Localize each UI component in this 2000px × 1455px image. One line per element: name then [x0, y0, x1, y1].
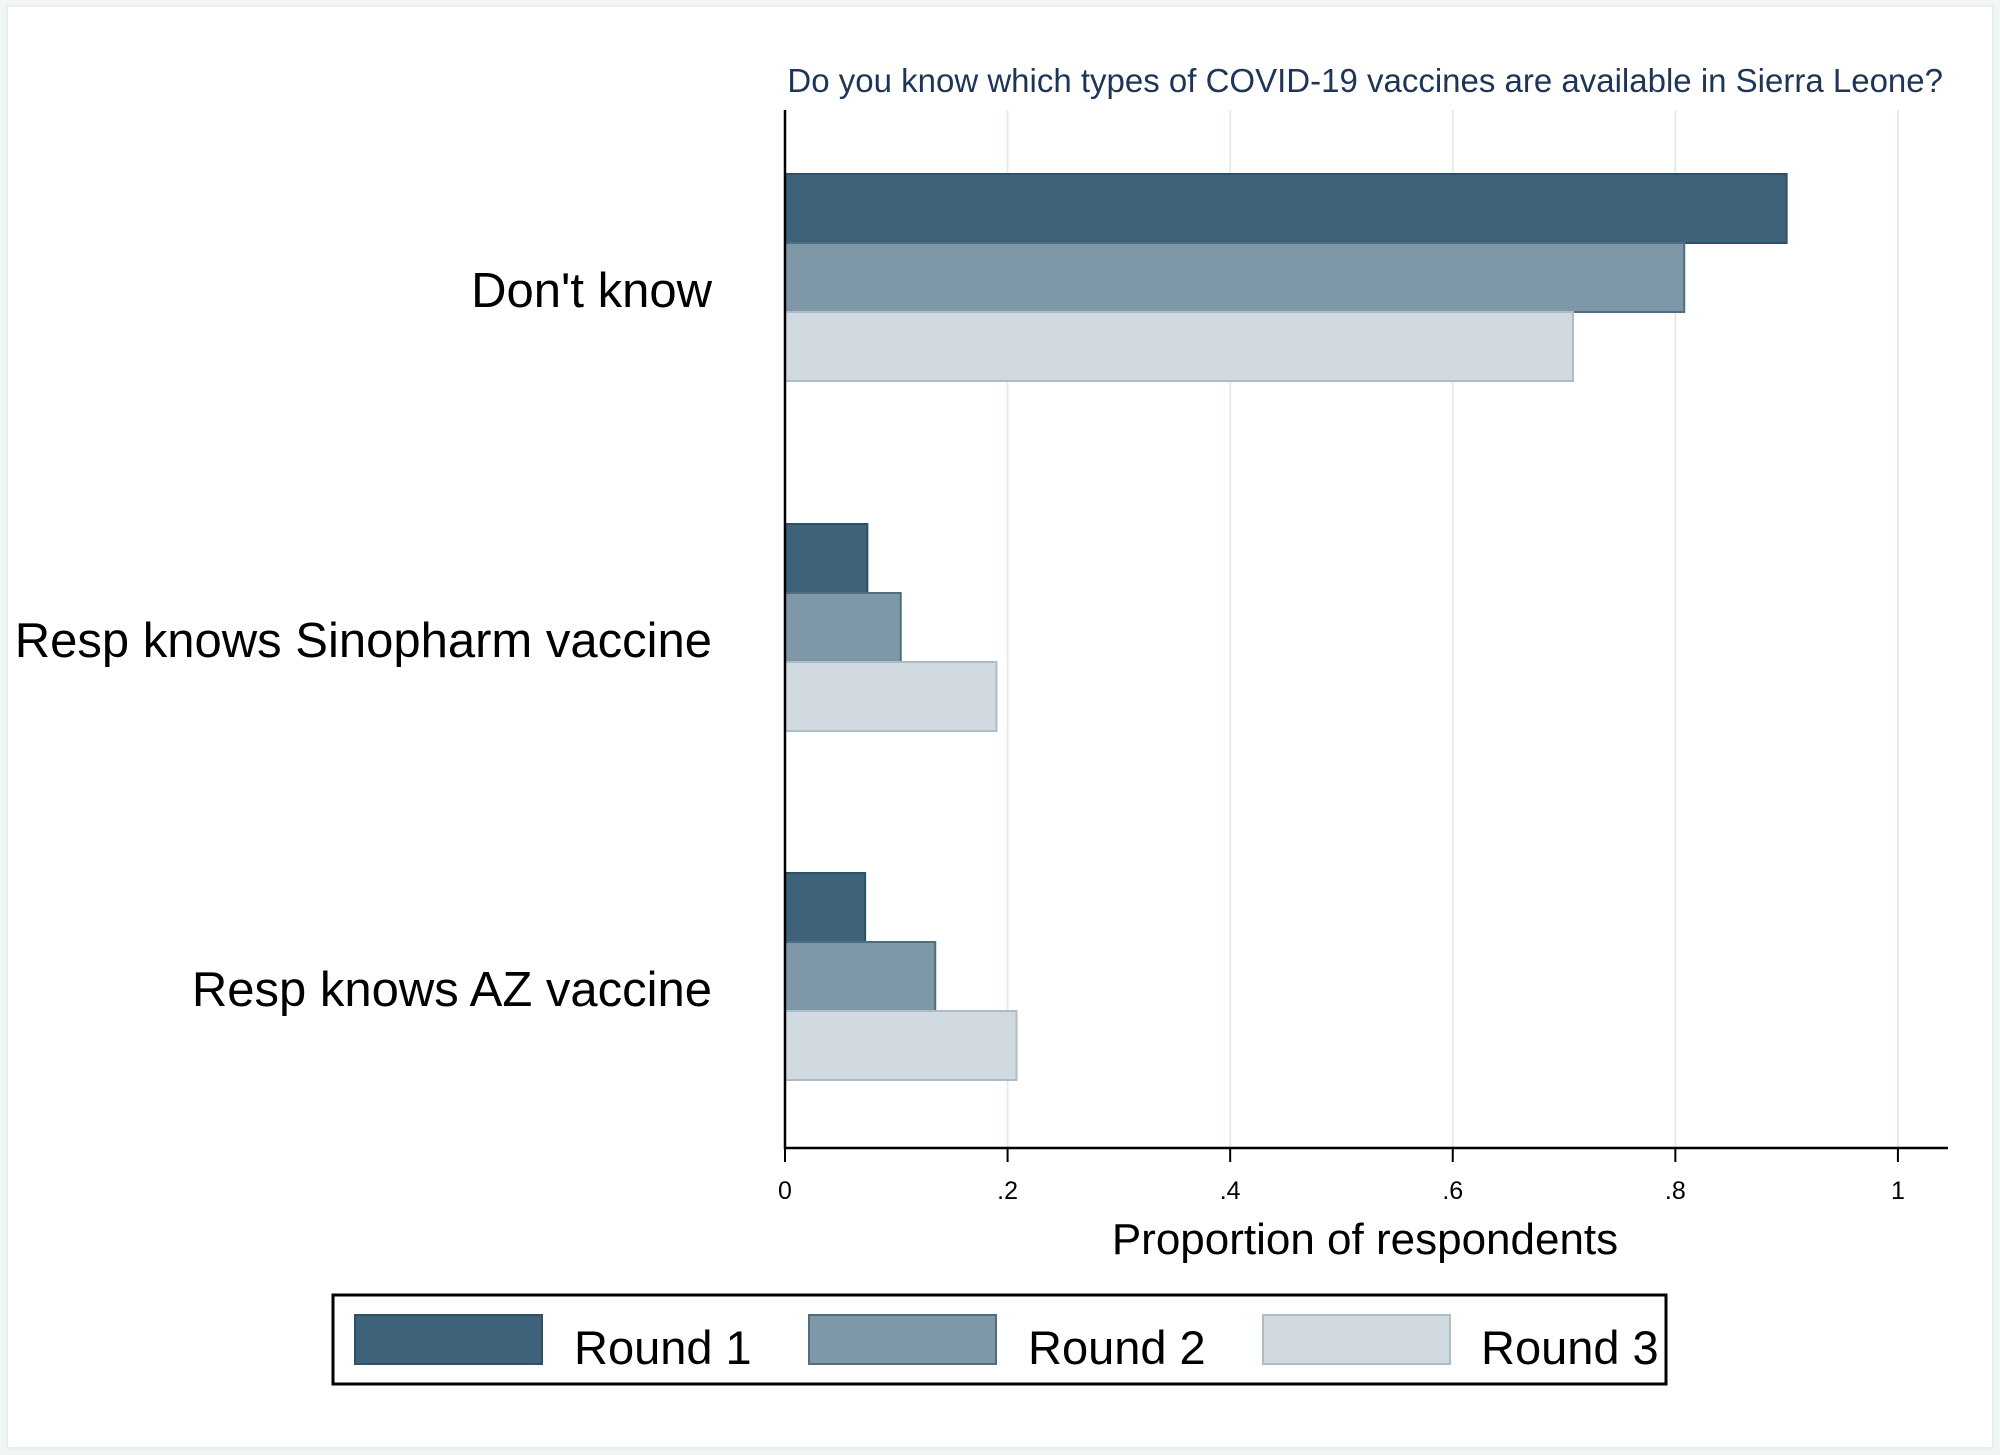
bar-0-1	[784, 242, 1686, 313]
category-label-0: Don't know	[471, 264, 712, 318]
legend-swatch-2	[1262, 1314, 1451, 1365]
legend-label-0: Round 1	[574, 1321, 752, 1374]
legend-label-1: Round 2	[1028, 1321, 1206, 1374]
x-tick-label-2: .4	[1220, 1177, 1241, 1205]
x-tick-label-1: .2	[997, 1177, 1018, 1205]
x-tick-label-0: 0	[778, 1177, 792, 1205]
category-label-1: Resp knows Sinopharm vaccine	[15, 614, 712, 668]
x-tick-label-5: 1	[1891, 1177, 1905, 1205]
legend-swatch-1	[808, 1314, 997, 1365]
legend-swatch-0	[354, 1314, 543, 1365]
x-tick-label-3: .6	[1442, 1177, 1463, 1205]
bar-1-0	[784, 523, 869, 594]
bar-2-0	[784, 872, 867, 943]
bar-2-2	[784, 1010, 1018, 1081]
bar-1-2	[784, 661, 998, 732]
legend: Round 1 Round 2 Round 3	[331, 1293, 1668, 1386]
category-labels: Don't know Resp knows Sinopharm vaccine Re…	[15, 264, 713, 1017]
x-axis-title: Proportion of respondents	[1112, 1215, 1618, 1264]
legend-label-2: Round 3	[1481, 1321, 1659, 1374]
bar-0-2	[784, 311, 1574, 382]
axes	[783, 110, 1948, 1162]
x-tick-labels: 0 .2 .4 .6 .8 1	[778, 1177, 1905, 1205]
bar-0-0	[784, 173, 1788, 244]
bar-1-1	[784, 592, 902, 663]
bars	[784, 173, 1788, 1081]
x-tick-label-4: .8	[1665, 1177, 1686, 1205]
category-label-2: Resp knows AZ vaccine	[192, 963, 712, 1017]
bar-2-1	[784, 941, 937, 1012]
chart-title: Do you know which types of COVID-19 vacc…	[787, 62, 1943, 99]
